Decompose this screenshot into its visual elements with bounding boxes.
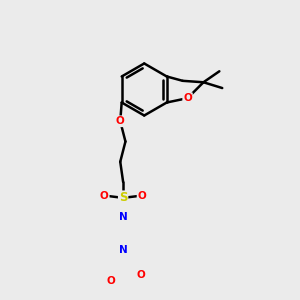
Text: O: O <box>183 93 192 103</box>
Text: S: S <box>119 191 128 204</box>
Text: O: O <box>116 116 124 126</box>
Text: N: N <box>119 212 128 222</box>
Text: N: N <box>119 245 128 255</box>
Text: O: O <box>137 190 146 201</box>
Text: O: O <box>106 276 116 286</box>
Text: O: O <box>100 190 109 201</box>
Text: O: O <box>136 270 145 280</box>
